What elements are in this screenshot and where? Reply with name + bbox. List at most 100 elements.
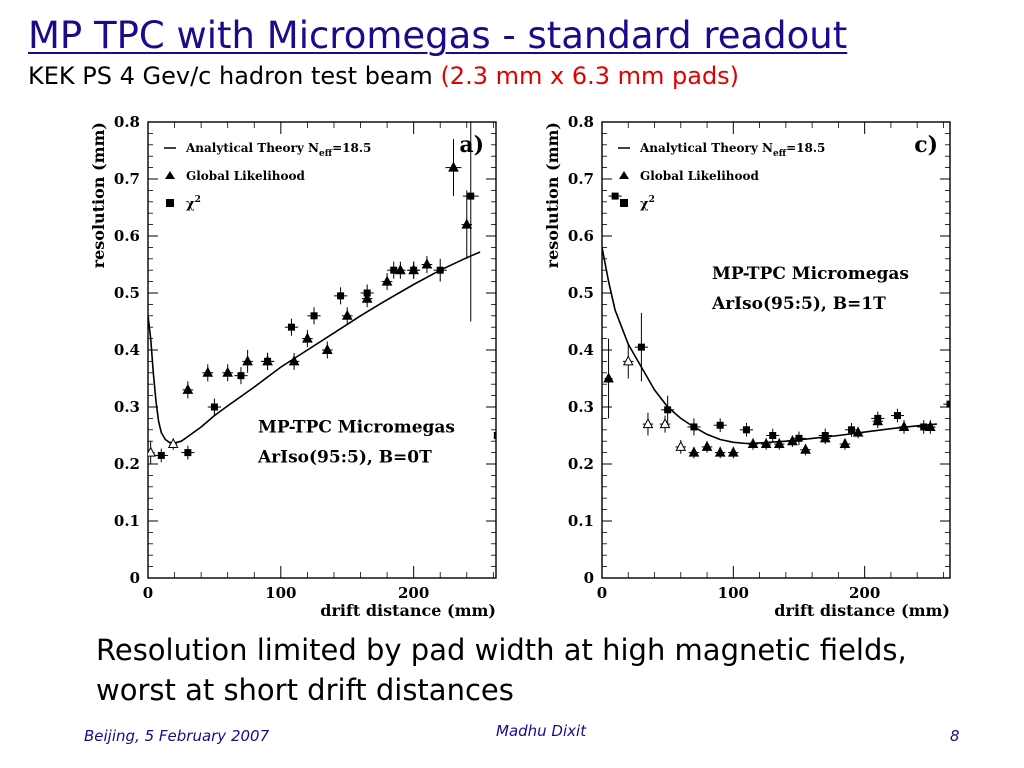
chi2-point bbox=[637, 343, 645, 351]
y-tick-label: 0.1 bbox=[568, 512, 594, 530]
chi2-point bbox=[287, 323, 295, 331]
chi2-point bbox=[337, 292, 345, 300]
footer-page-number: 8 bbox=[950, 727, 960, 745]
y-tick-label: 0.7 bbox=[114, 170, 140, 188]
likelihood-point bbox=[714, 446, 726, 457]
y-tick-label: 0.3 bbox=[114, 398, 140, 416]
chi2-point bbox=[795, 434, 803, 442]
annotation-line: MP-TPC Micromegas bbox=[712, 264, 909, 284]
x-tick-label: 100 bbox=[718, 584, 749, 602]
y-tick-label: 0.6 bbox=[114, 227, 140, 245]
legend-square-swatch bbox=[166, 199, 174, 207]
annotation-line: ArIso(95:5), B=1T bbox=[711, 294, 886, 314]
y-axis-label: resolution (mm) bbox=[89, 122, 108, 268]
legend-theory-text: Analytical Theory N bbox=[185, 141, 319, 155]
legend-theory-subscript: eff bbox=[319, 149, 333, 159]
x-tick-label: 200 bbox=[849, 584, 880, 602]
chi2-point bbox=[310, 312, 318, 320]
chi2-point bbox=[874, 414, 882, 422]
chi2-point bbox=[210, 403, 218, 411]
plot-frame bbox=[601, 121, 951, 579]
theory-curve bbox=[148, 251, 481, 444]
likelihood-point bbox=[773, 437, 785, 449]
chi2-point bbox=[848, 426, 856, 434]
y-tick-label: 0.8 bbox=[114, 113, 140, 131]
likelihood-point bbox=[800, 443, 811, 454]
y-tick-label: 0 bbox=[584, 569, 594, 587]
chi2-point bbox=[946, 400, 950, 408]
chi2-point bbox=[390, 266, 398, 274]
chi2-point bbox=[184, 449, 192, 457]
y-tick-label: 0 bbox=[130, 569, 140, 587]
likelihood-point bbox=[202, 366, 214, 377]
y-tick-label: 0.3 bbox=[568, 398, 594, 416]
likelihood-point bbox=[288, 355, 300, 366]
likelihood-point bbox=[688, 446, 700, 457]
likelihood-point bbox=[642, 418, 654, 429]
footer-author: Madhu Dixit bbox=[496, 722, 587, 740]
likelihood-point bbox=[787, 435, 798, 446]
likelihood-point bbox=[659, 418, 671, 429]
y-tick-label: 0.4 bbox=[114, 341, 140, 359]
legend-likelihood: Global Likelihood bbox=[186, 169, 306, 183]
likelihood-point bbox=[898, 420, 910, 431]
annotation-line: ArIso(95:5), B=0T bbox=[257, 448, 432, 468]
likelihood-point bbox=[448, 161, 459, 172]
legend-theory-value: =18.5 bbox=[332, 141, 371, 155]
chi2-point bbox=[410, 266, 418, 274]
likelihood-point bbox=[760, 437, 772, 449]
legend-chi-symbol: χ bbox=[640, 197, 649, 212]
panel-label: a) bbox=[459, 132, 484, 158]
likelihood-point bbox=[395, 264, 406, 275]
likelihood-point bbox=[924, 420, 936, 431]
chart-a: 0 0.1 0.2 0.3 0.4 0.5 0.6 0.7 0.8 0 100 200 drift di… bbox=[86, 108, 506, 620]
legend-theory: Analytical Theory Neff=18.5 bbox=[639, 141, 825, 159]
legend-theory-subscript: eff bbox=[773, 149, 787, 159]
chi2-point bbox=[920, 423, 928, 431]
y-tick-label: 0.5 bbox=[568, 284, 594, 302]
y-tick-label: 0.7 bbox=[568, 170, 594, 188]
likelihood-point bbox=[461, 218, 473, 229]
legend-chi-superscript: 2 bbox=[649, 195, 655, 205]
slide-caption: Resolution limited by pad width at high … bbox=[96, 633, 907, 707]
chi2-point bbox=[493, 432, 496, 439]
chi2-point bbox=[716, 421, 724, 429]
likelihood-point bbox=[182, 383, 194, 394]
likelihood-point bbox=[727, 446, 739, 457]
footer-location-date: Beijing, 5 February 2007 bbox=[84, 727, 270, 745]
likelihood-point bbox=[747, 437, 759, 449]
plot-area bbox=[148, 122, 496, 464]
slide-subtitle: KEK PS 4 Gev/c hadron test beam (2.3 mm … bbox=[28, 62, 739, 90]
likelihood-point bbox=[381, 275, 393, 286]
chart-c: 0 0.1 0.2 0.3 0.4 0.5 0.6 0.7 0.8 0 100 200 drift di… bbox=[540, 108, 960, 620]
chi2-point bbox=[611, 192, 619, 200]
likelihood-point bbox=[341, 309, 353, 320]
legend-theory: Analytical Theory Neff=18.5 bbox=[185, 141, 371, 159]
legend-square-swatch bbox=[620, 199, 628, 207]
likelihood-point bbox=[852, 426, 864, 437]
chi2-point bbox=[690, 423, 698, 431]
likelihood-point bbox=[302, 332, 313, 343]
plot-area bbox=[602, 192, 950, 459]
chi2-point bbox=[742, 426, 750, 434]
legend-triangle-swatch bbox=[619, 171, 629, 179]
legend-theory-text: Analytical Theory N bbox=[639, 141, 773, 155]
chi2-point bbox=[769, 432, 777, 439]
x-tick-label: 0 bbox=[597, 584, 607, 602]
likelihood-point bbox=[242, 355, 253, 366]
y-tick-label: 0.1 bbox=[114, 512, 140, 530]
chi2-point bbox=[157, 451, 165, 459]
subtitle-pad-size: (2.3 mm x 6.3 mm pads) bbox=[440, 62, 740, 90]
y-tick-label: 0.8 bbox=[568, 113, 594, 131]
y-tick-label: 0.5 bbox=[114, 284, 140, 302]
likelihood-point bbox=[622, 355, 634, 366]
legend-chi-symbol: χ bbox=[186, 197, 195, 212]
y-tick-label: 0.2 bbox=[568, 455, 594, 473]
chi2-point bbox=[893, 412, 901, 420]
x-tick-label: 100 bbox=[265, 584, 296, 602]
likelihood-point bbox=[222, 366, 234, 377]
subtitle-main: KEK PS 4 Gev/c hadron test beam bbox=[28, 62, 441, 90]
likelihood-point bbox=[148, 446, 156, 457]
panel-label: c) bbox=[914, 132, 938, 158]
